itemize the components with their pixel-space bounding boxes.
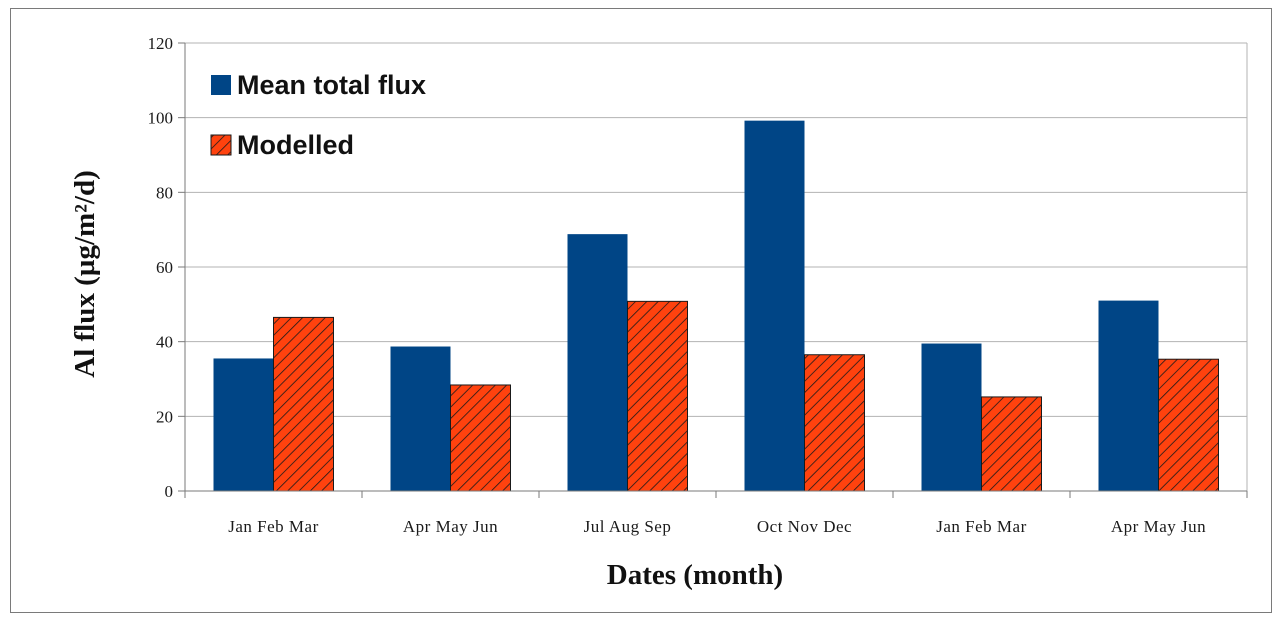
bar-modelled	[273, 316, 334, 492]
bar-chart: 0 20 40 60 80 100 120 Jan Feb Mar Apr May Jun Jul…	[69, 34, 1248, 591]
y-tick-label: 80	[156, 183, 173, 202]
legend-label-mean-total-flux: Mean total flux	[237, 70, 426, 100]
chart-frame: 0 20 40 60 80 100 120 Jan Feb Mar Apr May Jun Jul…	[10, 8, 1272, 613]
bar-modelled	[1158, 358, 1219, 492]
axes: 0 20 40 60 80 100 120 Jan Feb Mar Apr May Jun Jul…	[148, 34, 1248, 536]
x-axis-title: Dates (month)	[607, 559, 783, 591]
x-tick-label: Apr May Jun	[403, 517, 498, 536]
y-tick-label: 20	[156, 407, 173, 426]
gridlines	[185, 42, 1248, 491]
x-tick-label: Apr May Jun	[1111, 517, 1206, 536]
bar-mean-total-flux	[390, 346, 451, 491]
x-tick-label: Jan Feb Mar	[936, 517, 1026, 536]
bar-modelled	[981, 396, 1042, 492]
x-tick-label: Oct Nov Dec	[757, 517, 852, 536]
bars	[213, 120, 1219, 492]
bar-modelled	[450, 384, 511, 492]
legend-label-modelled: Modelled	[237, 130, 354, 160]
legend-swatch-modelled	[210, 134, 232, 156]
bar-mean-total-flux	[1098, 300, 1159, 491]
y-tick-label: 120	[148, 34, 174, 53]
y-tick-label: 60	[156, 258, 173, 277]
bar-mean-total-flux	[921, 343, 982, 491]
x-tick-label: Jan Feb Mar	[228, 517, 318, 536]
y-tick-label: 0	[165, 482, 174, 501]
bar-mean-total-flux	[567, 234, 628, 491]
y-axis-title: Al flux (µg/m²/d)	[69, 170, 101, 377]
bar-modelled	[627, 300, 688, 492]
bar-mean-total-flux	[744, 120, 805, 492]
legend: Mean total flux Modelled	[210, 70, 426, 160]
bar-mean-total-flux	[213, 358, 274, 491]
bar-modelled	[804, 354, 865, 492]
y-tick-label: 100	[148, 109, 174, 128]
legend-swatch-mean-total-flux	[211, 75, 231, 95]
x-tick-label: Jul Aug Sep	[584, 517, 672, 536]
y-tick-label: 40	[156, 333, 173, 352]
